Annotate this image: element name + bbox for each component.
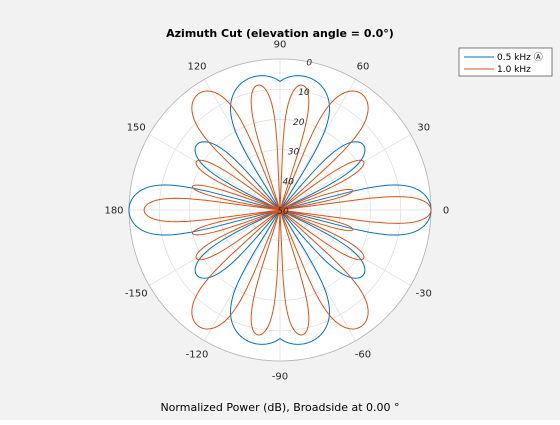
polar-grid xyxy=(128,58,432,362)
theta-tick-label: -30 xyxy=(416,289,432,300)
grid-spoke xyxy=(279,134,411,211)
r-tick-label: 30 xyxy=(288,148,300,158)
grid-spoke xyxy=(279,209,356,341)
r-tick-label: 20 xyxy=(293,118,305,128)
theta-tick-labels: 90 60 30 0 -30 -60 -90 -120 -150 180 150 120 xyxy=(104,40,449,383)
chart-title: Azimuth Cut (elevation angle = 0.0°) xyxy=(166,27,394,40)
theta-tick-label: -90 xyxy=(272,372,288,383)
theta-tick-label: 150 xyxy=(127,123,146,134)
theta-tick-label: -150 xyxy=(125,289,148,300)
theta-tick-label: 180 xyxy=(104,206,123,217)
legend-label-1-0-khz: 1.0 kHz xyxy=(497,65,531,75)
grid-spoke xyxy=(149,134,281,211)
grid-spoke xyxy=(204,79,281,211)
grid-spoke xyxy=(204,209,281,341)
series-1-0-khz xyxy=(143,84,432,336)
grid-spoke xyxy=(279,209,411,286)
legend-box xyxy=(458,47,553,77)
theta-tick-label: 120 xyxy=(187,62,206,73)
theta-tick-label: 30 xyxy=(417,123,430,134)
r-tick-label: 0 xyxy=(306,58,312,68)
grid-spoke xyxy=(279,79,356,211)
theta-tick-label: -60 xyxy=(355,349,371,360)
legend-label-0-5-khz: 0.5 kHz Ⓐ xyxy=(497,52,543,63)
legend: 0.5 kHz Ⓐ 1.0 kHz xyxy=(458,47,553,77)
r-tick-label: 40 xyxy=(283,177,295,187)
theta-tick-label: -120 xyxy=(186,349,209,360)
series-layer xyxy=(128,75,432,345)
theta-tick-label: 90 xyxy=(274,40,287,51)
theta-tick-label: 60 xyxy=(357,62,370,73)
r-tick-label: 50 xyxy=(277,207,289,217)
r-tick-label: 10 xyxy=(298,88,310,98)
grid-spoke xyxy=(149,209,281,286)
r-tick-labels: 0 10 20 30 40 50 xyxy=(277,58,312,217)
theta-tick-label: 0 xyxy=(443,206,449,217)
x-axis-label: Normalized Power (dB), Broadside at 0.00… xyxy=(160,401,399,414)
